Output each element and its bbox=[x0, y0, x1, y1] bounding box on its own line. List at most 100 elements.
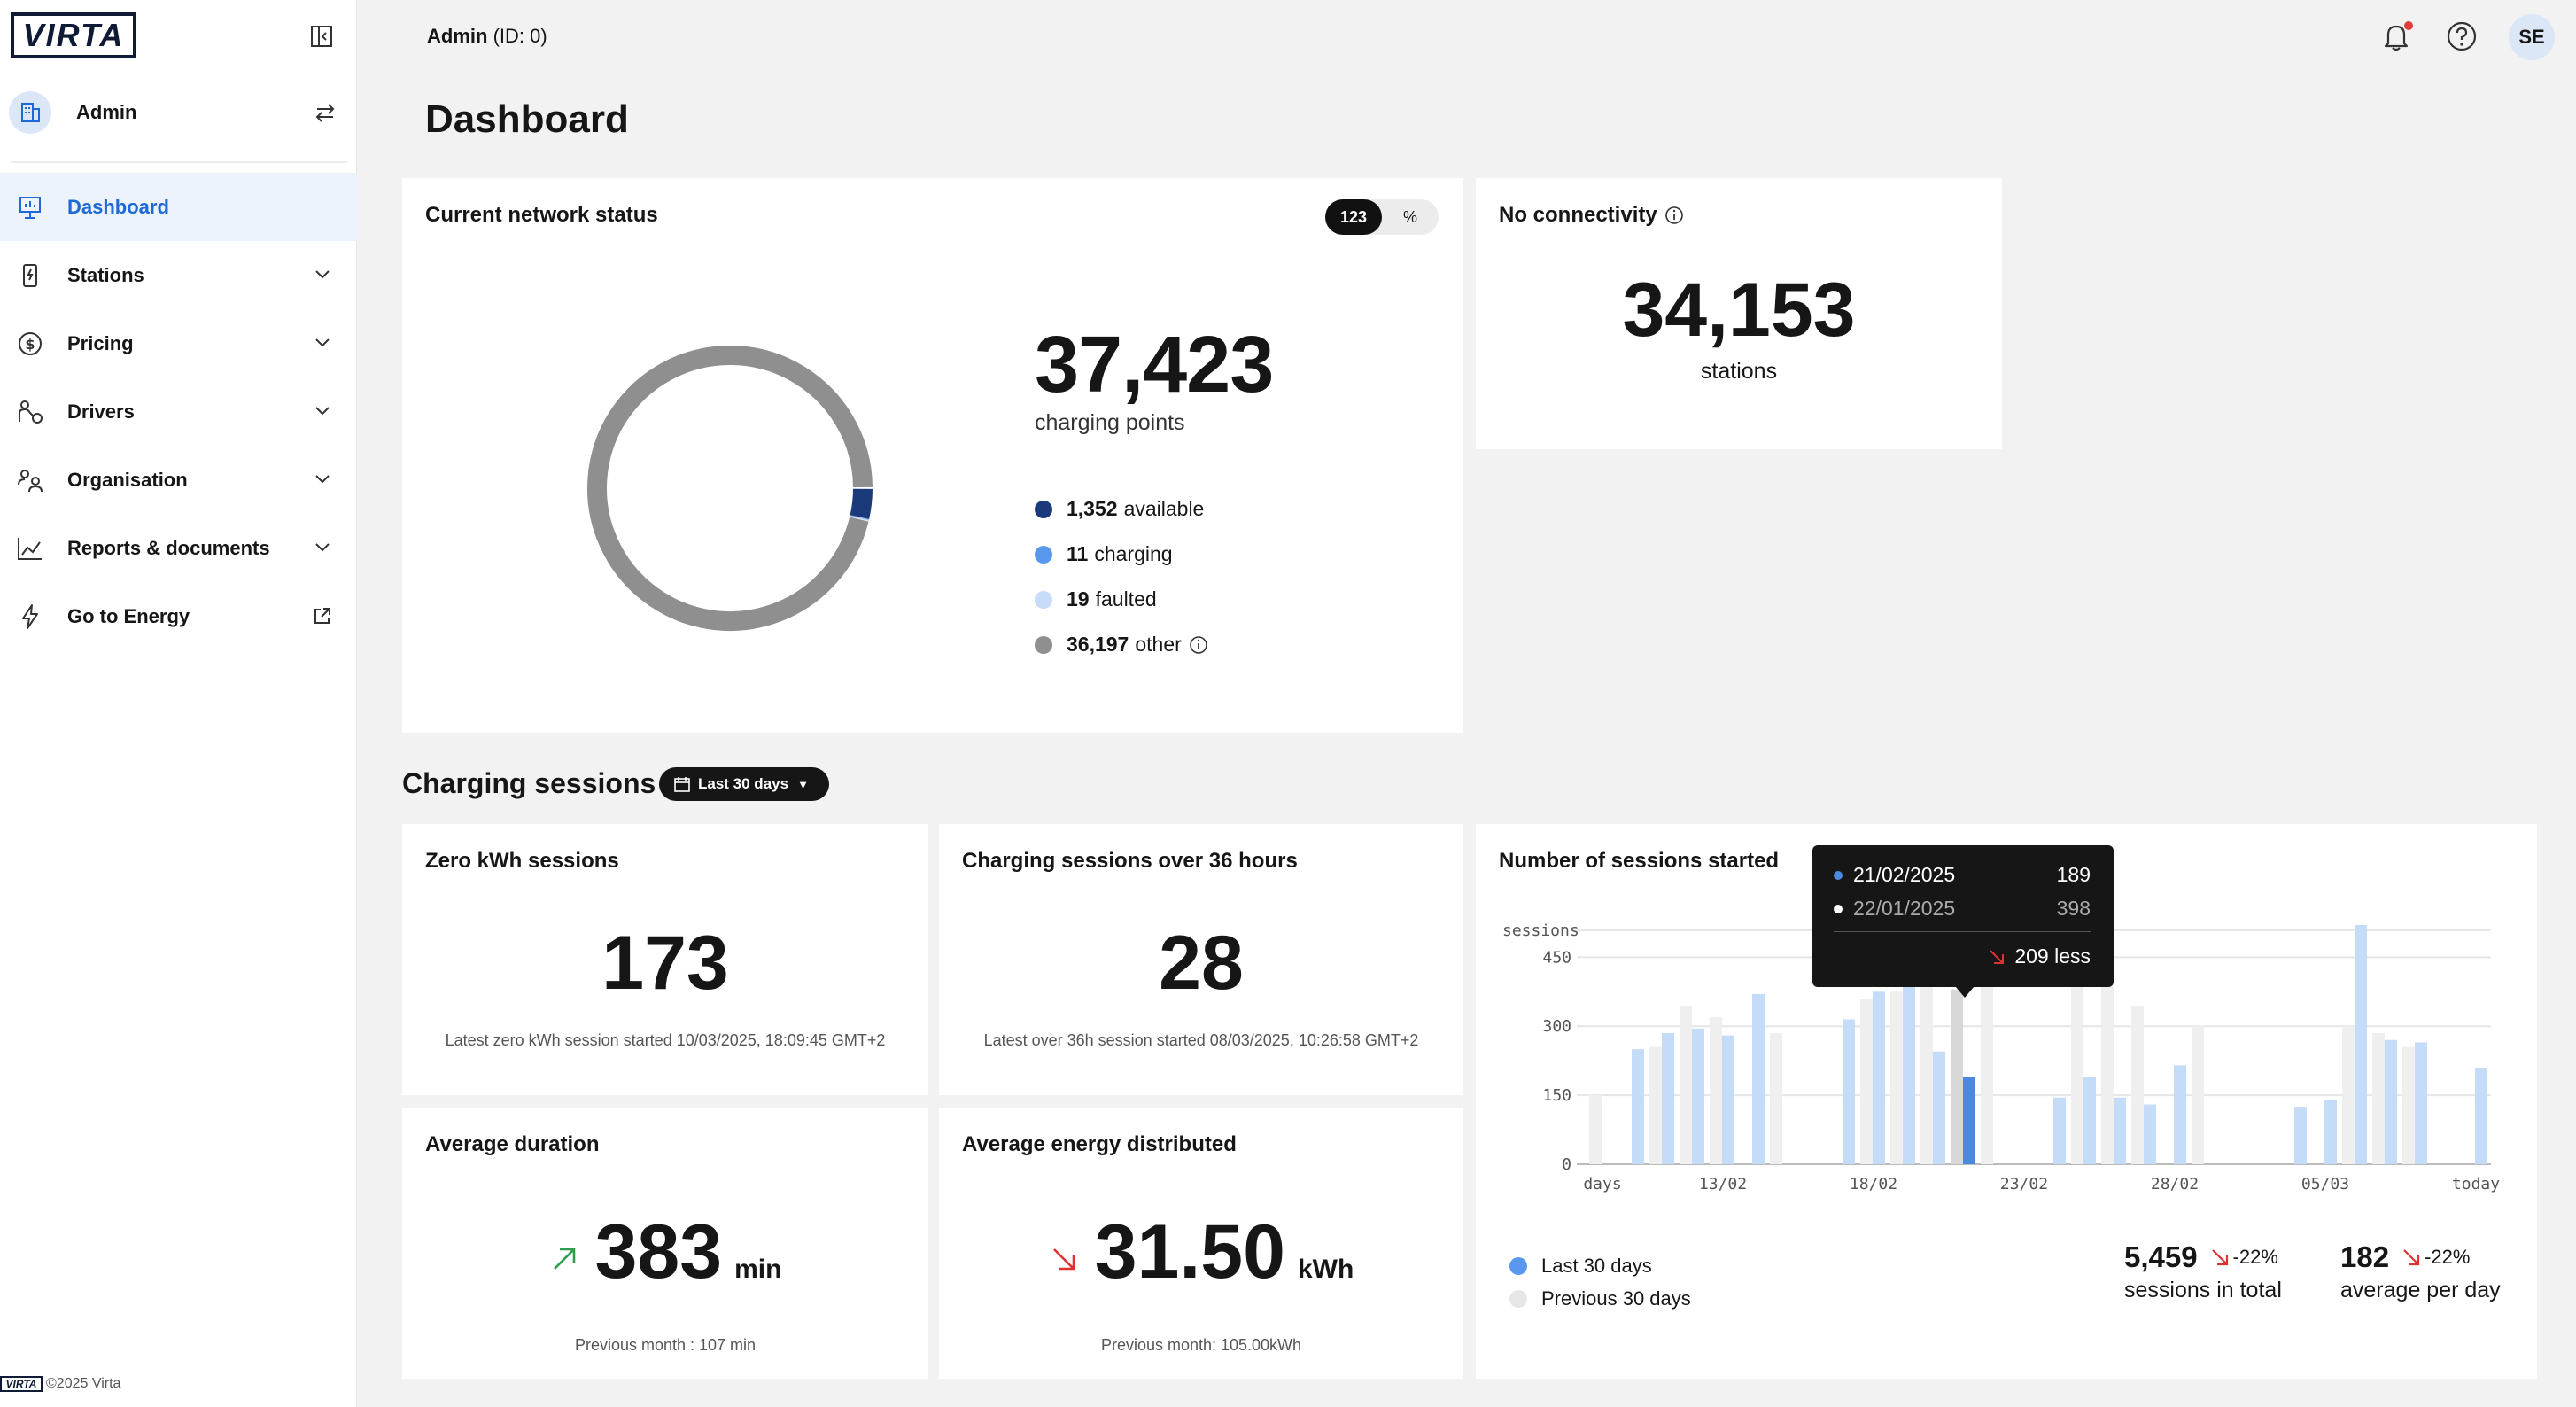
footer-logo: VIRTA bbox=[0, 1376, 43, 1392]
help-icon[interactable] bbox=[2445, 19, 2479, 53]
collapse-sidebar-icon[interactable] bbox=[310, 25, 335, 48]
nav-item-pricing[interactable]: $ Pricing bbox=[0, 309, 357, 377]
chevron-down-icon bbox=[315, 543, 330, 552]
legend-available: 1,352 available bbox=[1035, 486, 1208, 532]
zero-kwh-note: Latest zero kWh session started 10/03/20… bbox=[445, 1031, 886, 1049]
tooltip-pointer bbox=[1956, 987, 1974, 998]
toggle-count-option[interactable]: 123 bbox=[1325, 199, 1382, 235]
value-mode-toggle: 123 % bbox=[1325, 199, 1439, 235]
date-range-dropdown[interactable]: Last 30 days ▼ bbox=[659, 767, 829, 801]
legend-label-other: other bbox=[1135, 633, 1182, 656]
chevron-down-icon bbox=[315, 270, 330, 279]
nav-item-drivers[interactable]: Drivers bbox=[0, 377, 357, 446]
nav-item-go-to-energy[interactable]: Go to Energy bbox=[0, 582, 357, 650]
station-icon bbox=[23, 264, 37, 287]
tooltip-previous-date: 22/01/2025 bbox=[1853, 897, 1956, 920]
chevron-down-icon bbox=[315, 338, 330, 347]
calendar-icon bbox=[674, 777, 690, 792]
nav-label-reports: Reports & documents bbox=[67, 536, 270, 559]
no-connectivity-value: 34,153 bbox=[1622, 268, 1856, 353]
sidebar-divider bbox=[11, 161, 347, 163]
chart-legend-current: Last 30 days bbox=[1509, 1249, 1691, 1282]
bell-icon[interactable] bbox=[2379, 19, 2413, 53]
date-range-label: Last 30 days bbox=[698, 775, 789, 792]
chart-legend-dot-previous bbox=[1509, 1289, 1527, 1308]
avg-duration-value: 383 bbox=[594, 1209, 723, 1294]
nav-item-organisation[interactable]: Organisation bbox=[0, 446, 357, 514]
donut-segment-other[interactable] bbox=[587, 346, 873, 631]
nav-item-stations[interactable]: Stations bbox=[0, 241, 357, 309]
tooltip-separator bbox=[1834, 931, 2091, 932]
avg-energy-unit: kWh bbox=[1297, 1255, 1354, 1284]
org-context-label: Admin (ID: 0) bbox=[427, 25, 547, 48]
charging-sessions-title: Charging sessions bbox=[402, 767, 656, 799]
tooltip-diff: 209 less bbox=[1988, 944, 2091, 968]
donut-segment-available[interactable] bbox=[850, 488, 873, 520]
drivers-icon bbox=[19, 400, 43, 424]
tooltip-previous-dot bbox=[1834, 904, 1843, 913]
avg-duration-unit: min bbox=[734, 1255, 782, 1284]
zero-kwh-title: Zero kWh sessions bbox=[425, 849, 619, 873]
chart-legend-dot-current bbox=[1509, 1256, 1527, 1275]
network-legend: 1,352 available 11 charging 19 faulted 3… bbox=[1035, 486, 1208, 667]
switch-arrows-icon[interactable] bbox=[314, 102, 337, 123]
charging-points-label: charging points bbox=[1035, 410, 1185, 435]
org-context-name: Admin bbox=[427, 25, 488, 47]
avg-energy-title: Average energy distributed bbox=[962, 1132, 1237, 1156]
over-36h-value: 28 bbox=[1159, 921, 1244, 1006]
info-icon[interactable] bbox=[1664, 206, 1684, 225]
over-36h-title: Charging sessions over 36 hours bbox=[962, 849, 1298, 873]
kpi-sessions-total-value: 5,459 bbox=[2124, 1240, 2198, 1273]
legend-dot-other bbox=[1035, 635, 1052, 654]
organisation-icon bbox=[18, 470, 43, 493]
trend-down-icon bbox=[2211, 1249, 2228, 1266]
trend-down-icon bbox=[2403, 1249, 2420, 1266]
page-title: Dashboard bbox=[425, 97, 629, 141]
chart-legend-label-current: Last 30 days bbox=[1541, 1254, 1652, 1277]
chevron-down-icon bbox=[315, 407, 330, 416]
org-context-id: (ID: 0) bbox=[493, 25, 547, 47]
kpi-average-pct: -22% bbox=[2425, 1246, 2471, 1268]
kpi-average-per-day: 182 -22% average per day bbox=[2340, 1240, 2501, 1303]
chart-tooltip: 21/02/2025 189 22/01/2025 398 209 less bbox=[1812, 845, 2114, 998]
kpi-sessions-total-label: sessions in total bbox=[2124, 1278, 2282, 1302]
tooltip-current-row: 21/02/2025 189 bbox=[1834, 863, 2091, 887]
copyright-text: ©2025 Virta bbox=[46, 1376, 121, 1391]
over-36h-note: Latest over 36h session started 08/03/20… bbox=[983, 1031, 1419, 1049]
tooltip-current-date: 21/02/2025 bbox=[1853, 863, 1956, 886]
kpi-sessions-total-pct: -22% bbox=[2232, 1246, 2278, 1268]
org-switcher[interactable]: Admin bbox=[9, 91, 337, 134]
avg-duration-row: 383 min bbox=[402, 1212, 928, 1292]
chart-legend-label-previous: Previous 30 days bbox=[1541, 1287, 1691, 1310]
external-link-icon bbox=[314, 608, 330, 624]
legend-label-charging: charging bbox=[1094, 542, 1173, 565]
virta-logo[interactable]: VIRTA bbox=[11, 12, 136, 58]
nav-item-dashboard[interactable]: Dashboard bbox=[0, 173, 357, 241]
sidebar-footer: VIRTA ©2025 Virta bbox=[0, 1376, 120, 1392]
avg-energy-note: Previous month: 105.00kWh bbox=[1100, 1336, 1302, 1354]
zero-kwh-card: Zero kWh sessions 173 Latest zero kWh se… bbox=[402, 824, 928, 1095]
legend-value-available: 1,352 bbox=[1067, 497, 1118, 520]
info-icon[interactable] bbox=[1189, 635, 1208, 655]
legend-label-faulted: faulted bbox=[1095, 587, 1157, 610]
legend-dot-available bbox=[1035, 500, 1052, 518]
legend-value-charging: 11 bbox=[1067, 542, 1089, 565]
tooltip-current-dot bbox=[1834, 870, 1843, 880]
chart-legend: Last 30 days Previous 30 days bbox=[1509, 1249, 1691, 1315]
over-36h-card: Charging sessions over 36 hours 28 Lates… bbox=[939, 824, 1463, 1095]
toggle-percent-option[interactable]: % bbox=[1402, 207, 1417, 226]
notification-badge bbox=[2404, 21, 2413, 30]
nav-label-stations: Stations bbox=[67, 263, 144, 286]
user-avatar[interactable]: SE bbox=[2509, 14, 2555, 60]
no-connectivity-header: No connectivity bbox=[1499, 203, 1684, 228]
nav-label-pricing: Pricing bbox=[67, 331, 134, 354]
legend-faulted: 19 faulted bbox=[1035, 577, 1208, 622]
no-connectivity-card: No connectivity 34,153 stations bbox=[1476, 178, 2002, 449]
no-connectivity-label: stations bbox=[1700, 359, 1778, 384]
kpi-average-value: 182 bbox=[2340, 1240, 2390, 1273]
tooltip-diff-text: 209 less bbox=[2014, 944, 2091, 968]
legend-value-other: 36,197 bbox=[1067, 633, 1129, 656]
network-donut-chart bbox=[587, 346, 873, 631]
nav-item-reports[interactable]: Reports & documents bbox=[0, 514, 357, 582]
nav-label-go-to-energy: Go to Energy bbox=[67, 604, 190, 627]
